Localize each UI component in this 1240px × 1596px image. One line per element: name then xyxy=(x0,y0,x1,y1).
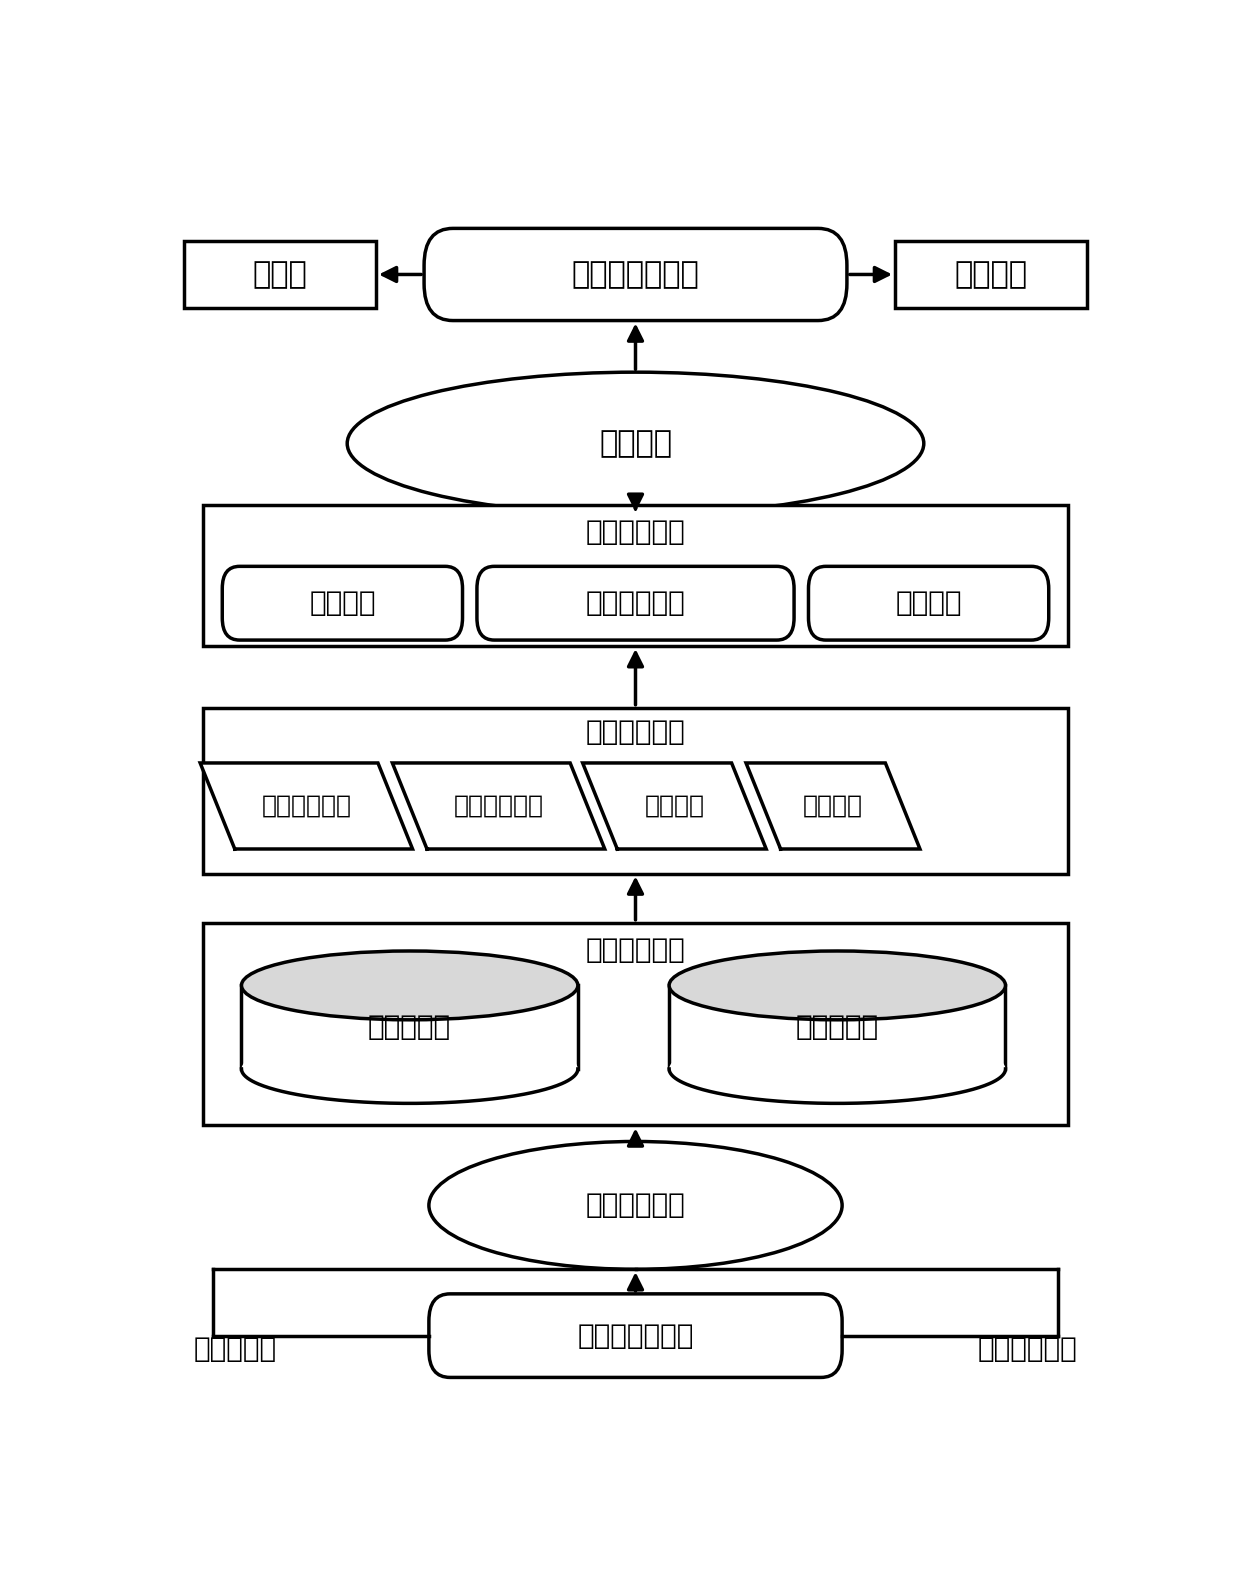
Ellipse shape xyxy=(242,1034,578,1103)
Text: 协同服务模块: 协同服务模块 xyxy=(585,519,686,546)
Bar xyxy=(242,985,578,1069)
Polygon shape xyxy=(583,763,766,849)
FancyBboxPatch shape xyxy=(477,567,794,640)
Text: 约束条件: 约束条件 xyxy=(309,589,376,618)
Text: 关系数据库: 关系数据库 xyxy=(368,1013,451,1041)
Bar xyxy=(203,707,1068,873)
Text: 充电设施数据: 充电设施数据 xyxy=(978,1336,1078,1363)
Polygon shape xyxy=(200,763,413,849)
Text: 数据分析单元: 数据分析单元 xyxy=(454,793,543,819)
Text: 充电设施: 充电设施 xyxy=(955,260,1028,289)
Text: 优化调度模型: 优化调度模型 xyxy=(585,589,686,618)
FancyBboxPatch shape xyxy=(222,567,463,640)
Text: 数据计算模块: 数据计算模块 xyxy=(585,718,686,747)
Text: 数据采集模块: 数据采集模块 xyxy=(585,1191,686,1219)
Ellipse shape xyxy=(242,951,578,1020)
Polygon shape xyxy=(746,763,920,849)
FancyBboxPatch shape xyxy=(424,228,847,321)
Text: 调度服务: 调度服务 xyxy=(895,589,962,618)
Ellipse shape xyxy=(429,1141,842,1269)
Text: 通信模块: 通信模块 xyxy=(599,429,672,458)
Text: 数据存储模块: 数据存储模块 xyxy=(585,935,686,964)
Text: 数据计算单元: 数据计算单元 xyxy=(262,793,351,819)
Bar xyxy=(203,504,1068,646)
Bar xyxy=(203,922,1068,1125)
Ellipse shape xyxy=(670,951,1006,1020)
Ellipse shape xyxy=(347,372,924,516)
FancyBboxPatch shape xyxy=(429,1294,842,1377)
Text: 快充站储能系统: 快充站储能系统 xyxy=(572,260,699,289)
Text: 配电网: 配电网 xyxy=(253,260,308,289)
Text: 仿真单元: 仿真单元 xyxy=(804,793,863,819)
Bar xyxy=(670,985,1006,1069)
Bar xyxy=(895,241,1087,308)
Text: 快充站储能数据: 快充站储能数据 xyxy=(578,1321,693,1350)
Polygon shape xyxy=(392,763,605,849)
FancyBboxPatch shape xyxy=(808,567,1049,640)
Text: 实时数据库: 实时数据库 xyxy=(796,1013,879,1041)
Ellipse shape xyxy=(670,1034,1006,1103)
Text: 配电网数据: 配电网数据 xyxy=(193,1336,277,1363)
Text: 预测单元: 预测单元 xyxy=(645,793,704,819)
Bar xyxy=(184,241,376,308)
